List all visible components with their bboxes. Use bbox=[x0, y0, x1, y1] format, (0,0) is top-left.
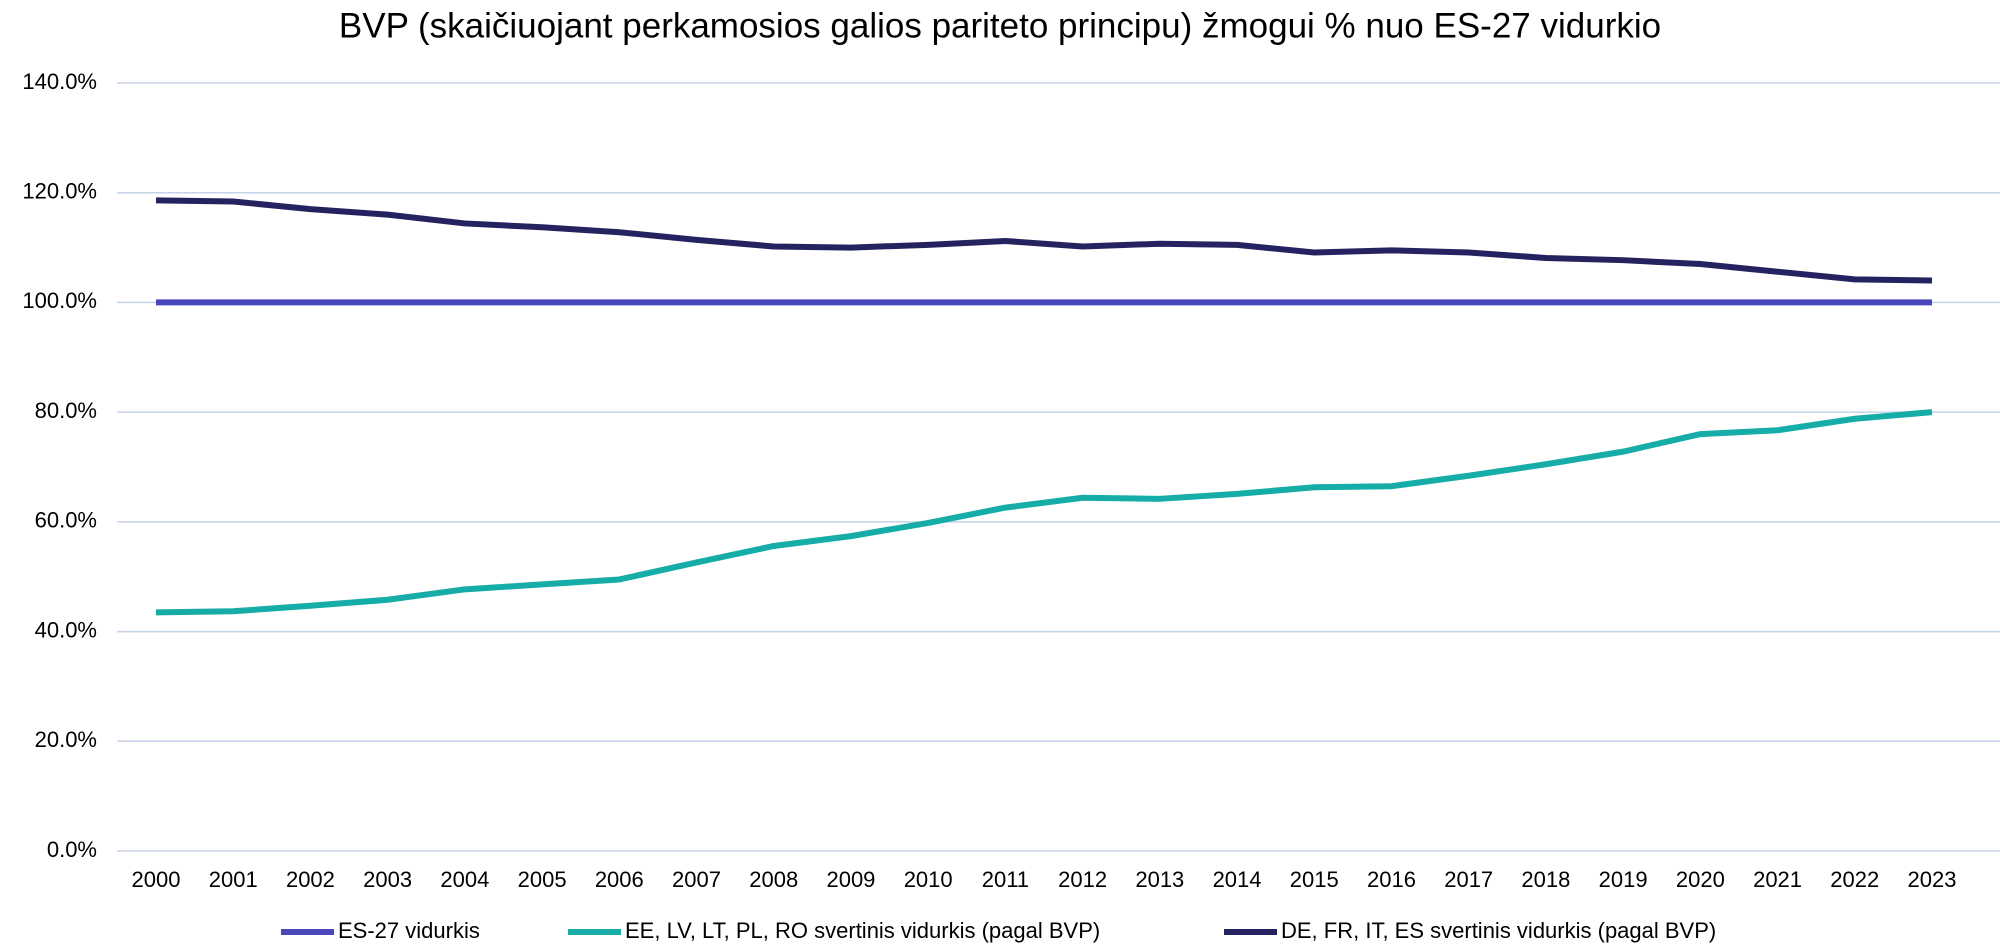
x-tick-label: 2001 bbox=[209, 867, 258, 892]
y-tick-label: 20.0% bbox=[35, 727, 97, 752]
x-tick-label: 2012 bbox=[1058, 867, 1107, 892]
x-tick-label: 2018 bbox=[1521, 867, 1570, 892]
x-tick-label: 2011 bbox=[982, 867, 1029, 892]
legend-label: ES-27 vidurkis bbox=[338, 918, 480, 943]
x-tick-label: 2002 bbox=[286, 867, 335, 892]
x-tick-label: 2020 bbox=[1676, 867, 1725, 892]
x-tick-label: 2015 bbox=[1290, 867, 1339, 892]
x-tick-label: 2014 bbox=[1213, 867, 1262, 892]
x-tick-label: 2000 bbox=[132, 867, 181, 892]
x-tick-label: 2017 bbox=[1444, 867, 1493, 892]
y-tick-label: 0.0% bbox=[47, 837, 97, 862]
line-series bbox=[155, 409, 1933, 616]
x-tick-label: 2019 bbox=[1599, 867, 1648, 892]
x-tick-label: 2021 bbox=[1753, 867, 1802, 892]
chart-title: BVP (skaičiuojant perkamosios galios par… bbox=[339, 6, 1661, 45]
x-tick-label: 2008 bbox=[749, 867, 798, 892]
legend-label: EE, LV, LT, PL, RO svertinis vidurkis (p… bbox=[625, 918, 1100, 943]
x-tick-label: 2016 bbox=[1367, 867, 1416, 892]
y-tick-label: 120.0% bbox=[22, 179, 97, 204]
x-tick-label: 2004 bbox=[440, 867, 489, 892]
x-tick-label: 2003 bbox=[363, 867, 412, 892]
x-tick-label: 2023 bbox=[1908, 867, 1957, 892]
legend-label: DE, FR, IT, ES svertinis vidurkis (pagal… bbox=[1281, 918, 1716, 943]
x-tick-label: 2013 bbox=[1135, 867, 1184, 892]
y-tick-label: 60.0% bbox=[35, 508, 97, 533]
x-tick-label: 2010 bbox=[904, 867, 953, 892]
x-tick-label: 2007 bbox=[672, 867, 721, 892]
x-tick-label: 2009 bbox=[826, 867, 875, 892]
y-tick-label: 80.0% bbox=[35, 398, 97, 423]
x-tick-label: 2022 bbox=[1830, 867, 1879, 892]
y-tick-label: 140.0% bbox=[22, 69, 97, 94]
x-tick-label: 2006 bbox=[595, 867, 644, 892]
y-tick-label: 100.0% bbox=[22, 288, 97, 313]
line-series bbox=[155, 197, 1933, 284]
x-tick-label: 2005 bbox=[518, 867, 567, 892]
y-tick-label: 40.0% bbox=[35, 617, 97, 642]
